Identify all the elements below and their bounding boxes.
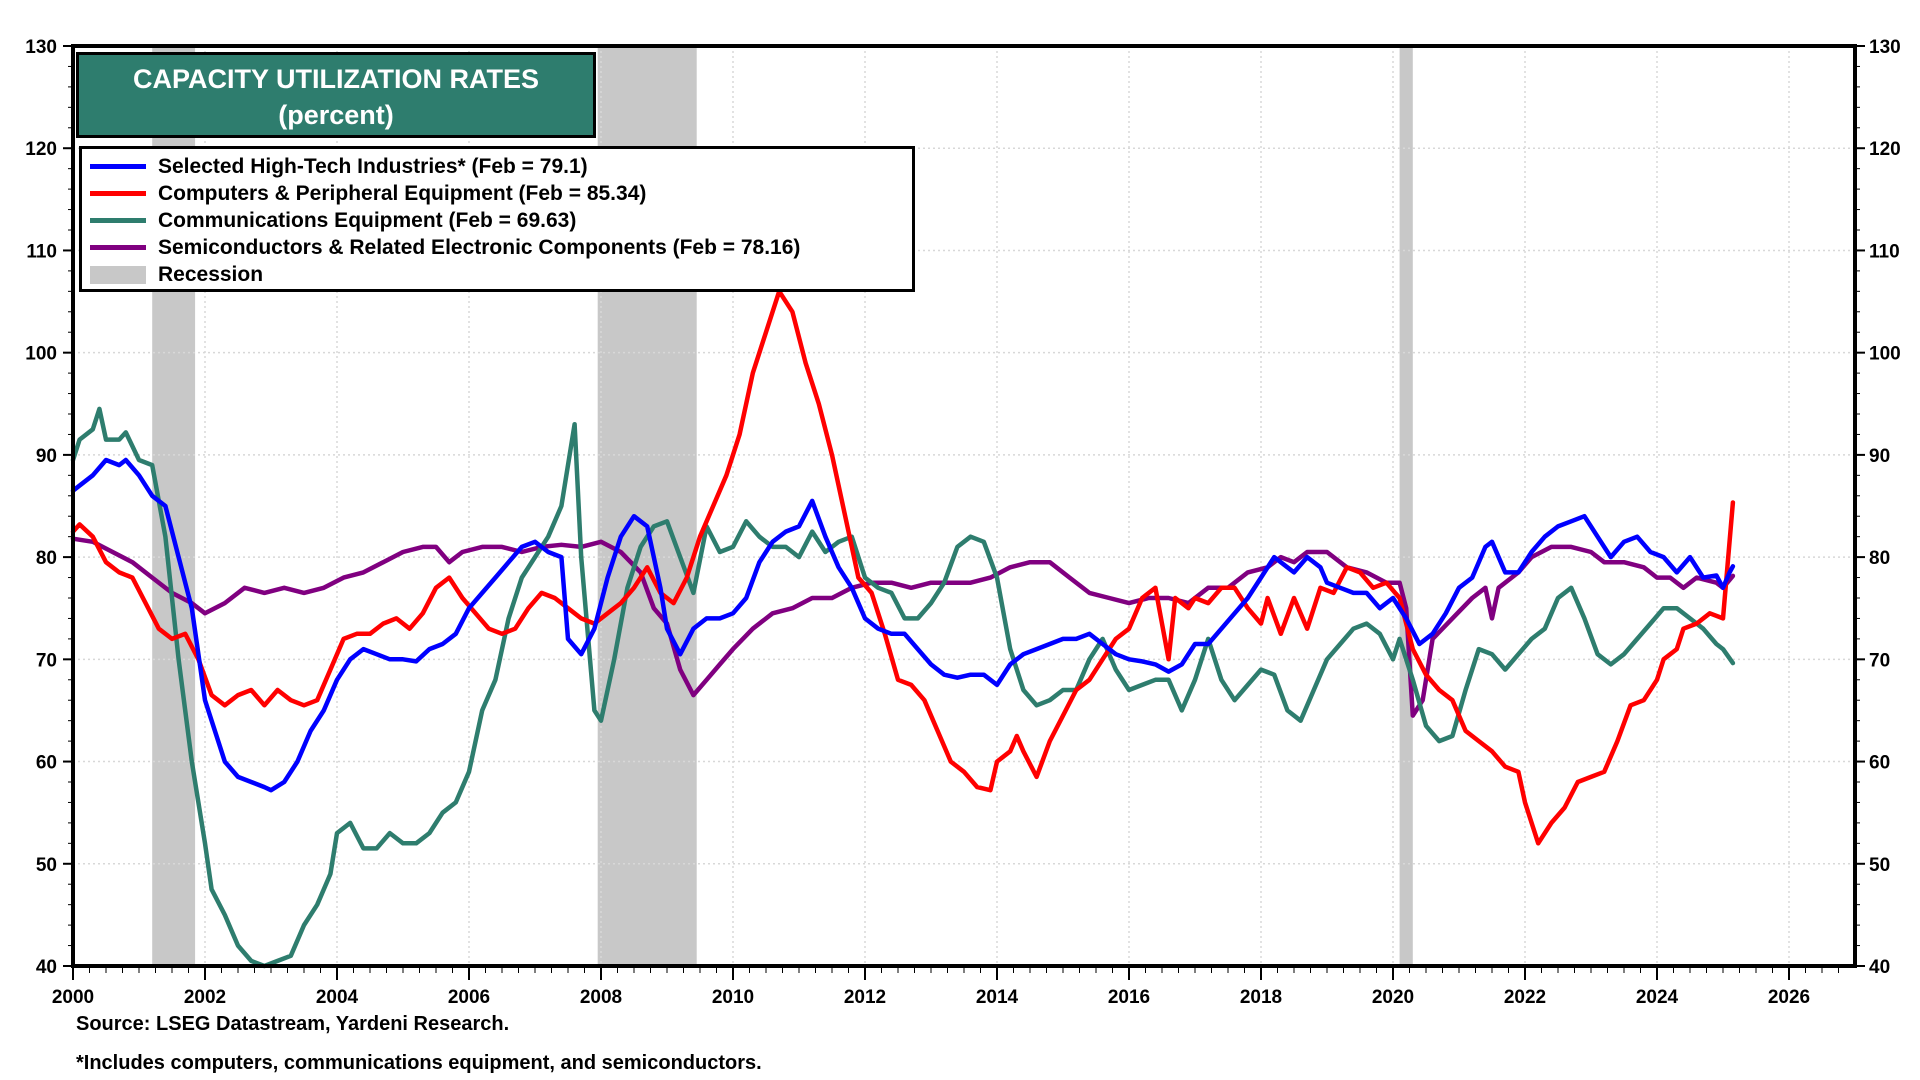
legend-item-semiconductors: Semiconductors & Related Electronic Comp…	[90, 234, 904, 261]
y-tick-label-left: 130	[25, 37, 57, 58]
y-tick-label-right: 60	[1869, 753, 1890, 774]
chart-subtitle: (percent)	[278, 100, 394, 130]
y-tick-label-left: 90	[36, 446, 57, 467]
x-tick-label: 2010	[712, 987, 754, 1008]
y-tick-label-left: 50	[36, 855, 57, 876]
series-high-tech-line	[70, 457, 1736, 793]
x-tick-label: 2004	[316, 987, 359, 1008]
y-tick-label-right: 100	[1869, 344, 1901, 365]
y-tick-label-left: 70	[36, 650, 57, 671]
y-tick-label-left: 40	[36, 957, 57, 978]
legend-item-communications: Communications Equipment (Feb = 69.63)	[90, 207, 904, 234]
y-tick-label-right: 90	[1869, 446, 1890, 467]
axes: 2000 2002 2004 2006 2008 2010 2012 2014 2016 2018…	[25, 37, 1900, 1008]
chart-title: CAPACITY UTILIZATION RATES	[133, 64, 539, 94]
x-tick-label: 2002	[184, 987, 226, 1008]
x-tick-label: 2024	[1636, 987, 1679, 1008]
series-communications-line	[70, 406, 1736, 969]
chart-title-box: CAPACITY UTILIZATION RATES (percent)	[76, 52, 596, 138]
gridlines	[73, 46, 1855, 966]
y-tick-label-right: 40	[1869, 957, 1890, 978]
legend-swatch-blue	[90, 164, 146, 169]
legend-swatch-red	[90, 191, 146, 196]
x-tick-label: 2022	[1504, 987, 1546, 1008]
legend-swatch-gray	[90, 265, 146, 284]
y-tick-label-left: 100	[25, 344, 57, 365]
legend-swatch-purple	[90, 245, 146, 250]
x-tick-label: 2026	[1768, 987, 1810, 1008]
x-tick-label: 2008	[580, 987, 622, 1008]
series-lines	[70, 289, 1736, 969]
y-tick-label-right: 80	[1869, 548, 1890, 569]
source-note: Source: LSEG Datastream, Yardeni Researc…	[76, 1013, 510, 1035]
y-tick-label-left: 110	[26, 241, 57, 262]
legend-item-computers: Computers & Peripheral Equipment (Feb = …	[90, 180, 904, 207]
y-tick-label-right: 70	[1869, 650, 1890, 671]
y-tick-label-left: 120	[25, 139, 57, 160]
x-tick-label: 2018	[1240, 987, 1282, 1008]
footnote: *Includes computers, communications equi…	[76, 1052, 762, 1074]
legend: Selected High-Tech Industries* (Feb = 79…	[79, 146, 915, 292]
series-computers-line	[70, 289, 1736, 846]
legend-label: Selected High-Tech Industries* (Feb = 79…	[158, 154, 588, 178]
legend-item-high-tech: Selected High-Tech Industries* (Feb = 79…	[90, 153, 904, 180]
x-tick-label: 2000	[52, 987, 94, 1008]
legend-swatch-teal	[90, 218, 146, 223]
series-semiconductors-line	[70, 536, 1736, 718]
legend-label: Communications Equipment (Feb = 69.63)	[158, 208, 577, 232]
y-tick-label-right: 110	[1869, 241, 1900, 262]
x-tick-label: 2006	[448, 987, 490, 1008]
y-tick-label-left: 80	[36, 548, 57, 569]
x-tick-label: 2016	[1108, 987, 1150, 1008]
y-tick-label-right: 50	[1869, 855, 1890, 876]
x-tick-label: 2014	[976, 987, 1019, 1008]
recession-band	[1399, 46, 1413, 966]
y-tick-label-right: 130	[1869, 37, 1901, 58]
y-tick-label-left: 60	[36, 753, 57, 774]
x-tick-label: 2020	[1372, 987, 1414, 1008]
legend-item-recession: Recession	[90, 261, 904, 288]
legend-label: Semiconductors & Related Electronic Comp…	[158, 235, 801, 259]
legend-label: Computers & Peripheral Equipment (Feb = …	[158, 181, 647, 205]
x-tick-label: 2012	[844, 987, 886, 1008]
legend-label: Recession	[158, 262, 264, 286]
y-tick-label-right: 120	[1869, 139, 1901, 160]
